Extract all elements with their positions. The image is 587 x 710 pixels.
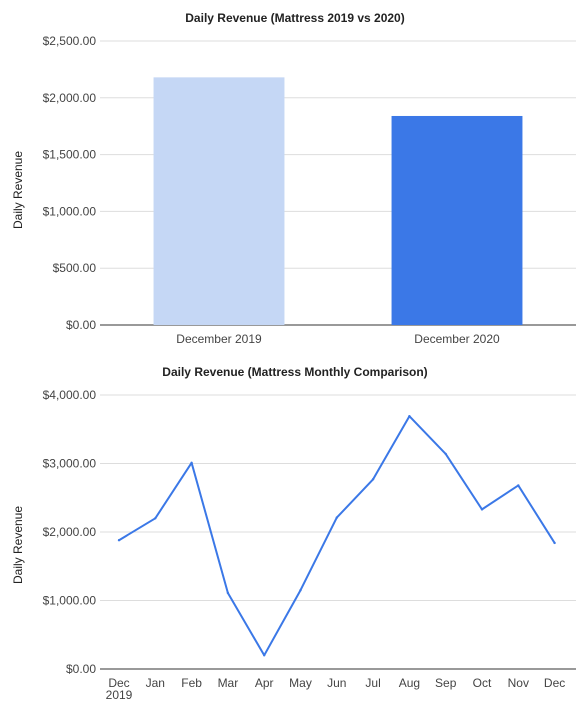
line-chart-monthly-comparison: Daily Revenue (Mattress Monthly Comparis… — [0, 355, 587, 710]
y-axis-title: Daily Revenue — [11, 151, 25, 229]
x-tick-label-line: Sep — [435, 676, 457, 690]
x-tick-label-line: Aug — [399, 676, 420, 690]
x-tick-label-line: Jul — [365, 676, 380, 690]
bar — [391, 115, 523, 325]
y-tick-label: $4,000.00 — [43, 388, 97, 402]
x-tick-label-line: May — [289, 676, 312, 690]
data-point — [154, 517, 157, 520]
y-tick-label: $2,000.00 — [43, 91, 97, 105]
x-tick-label: December 2019 — [176, 332, 262, 346]
x-tick-label-line: Mar — [218, 676, 239, 690]
bar-chart-svg: Daily Revenue (Mattress 2019 vs 2020) Da… — [11, 11, 576, 346]
x-tick-label: May — [289, 676, 312, 690]
x-tick-label: Sep — [435, 676, 457, 690]
x-tick-label-line: Oct — [473, 676, 492, 690]
x-tick-label: Nov — [508, 676, 529, 690]
data-point — [517, 484, 520, 487]
x-tick-label-line: Dec — [108, 676, 129, 690]
data-point — [226, 591, 230, 595]
chart-title: Daily Revenue (Mattress 2019 vs 2020) — [185, 11, 404, 25]
y-tick-label: $0.00 — [66, 662, 96, 676]
data-point — [263, 654, 266, 657]
x-tick-label: Mar — [218, 676, 239, 690]
data-point — [444, 452, 447, 456]
y-tick-label: $0.00 — [66, 318, 96, 332]
x-tick-label: Dec 2019 — [106, 676, 133, 702]
x-tick-label-line: Nov — [508, 676, 529, 690]
x-tick-label: Jun — [327, 676, 346, 690]
series-line — [118, 415, 556, 657]
x-tick-label-line: Dec — [544, 676, 565, 690]
x-tick-label-line: Feb — [181, 676, 202, 690]
x-tick-label: December 2020 — [414, 332, 500, 346]
y-tick-label: $1,500.00 — [43, 148, 97, 162]
x-tick-label: Dec — [544, 676, 565, 690]
bar-chart-2019-vs-2020: Daily Revenue (Mattress 2019 vs 2020) Da… — [11, 11, 576, 346]
x-tick-label-line: Jun — [327, 676, 346, 690]
y-tick-label: $3,000.00 — [43, 457, 97, 471]
x-tick-label-line: Apr — [255, 676, 274, 690]
y-axis-title: Daily Revenue — [11, 506, 25, 584]
data-point — [553, 541, 556, 545]
y-tick-label: $2,000.00 — [43, 525, 97, 539]
y-tick-label: $1,000.00 — [43, 204, 97, 218]
line-chart-svg: Daily Revenue (Mattress Monthly Comparis… — [11, 365, 576, 702]
chart-title: Daily Revenue (Mattress Monthly Comparis… — [162, 365, 427, 379]
x-tick-label: Feb — [181, 676, 202, 690]
data-point — [371, 478, 375, 481]
data-point — [480, 508, 484, 511]
data-point — [335, 516, 338, 519]
y-tick-label: $500.00 — [53, 261, 97, 275]
data-point — [408, 415, 411, 418]
x-tick-label: Aug — [399, 676, 420, 690]
data-point — [299, 589, 302, 592]
data-point — [117, 539, 121, 542]
x-tick-label: Jan — [146, 676, 165, 690]
x-tick-label: Apr — [255, 676, 274, 690]
x-tick-label: Jul — [365, 676, 380, 690]
bar — [153, 77, 285, 326]
x-tick-label: Oct — [473, 676, 492, 690]
data-point — [190, 461, 193, 465]
y-tick-label: $1,000.00 — [43, 594, 97, 608]
x-tick-label-line: 2019 — [106, 688, 133, 702]
y-tick-label: $2,500.00 — [43, 34, 97, 48]
x-tick-label-line: Jan — [146, 676, 165, 690]
